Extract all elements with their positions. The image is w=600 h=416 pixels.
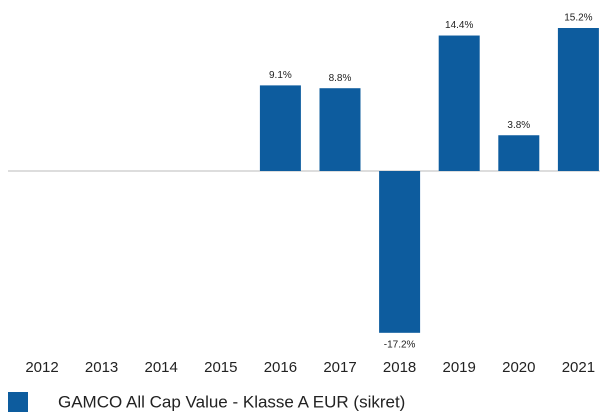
data-label: 9.1% xyxy=(269,70,292,81)
x-tick-label: 2015 xyxy=(204,359,237,376)
x-tick-label: 2021 xyxy=(562,359,595,376)
data-label: 15.2% xyxy=(564,13,592,24)
bar xyxy=(379,171,421,333)
data-label: 14.4% xyxy=(445,20,473,31)
bar xyxy=(438,35,480,171)
x-tick-label: 2018 xyxy=(383,359,416,376)
bar xyxy=(498,135,540,171)
data-label: 8.8% xyxy=(329,73,352,84)
legend-label: GAMCO All Cap Value - Klasse A EUR (sikr… xyxy=(58,392,405,411)
bar xyxy=(557,28,599,171)
x-tick-label: 2016 xyxy=(264,359,297,376)
data-label: -17.2% xyxy=(384,339,416,350)
legend-swatch xyxy=(8,392,28,412)
x-tick-label: 2017 xyxy=(323,359,356,376)
data-label: 3.8% xyxy=(507,120,530,131)
x-tick-label: 2020 xyxy=(502,359,535,376)
x-tick-label: 2014 xyxy=(145,359,178,376)
x-tick-label: 2013 xyxy=(85,359,118,376)
bar xyxy=(319,88,361,171)
bar xyxy=(259,85,301,171)
x-tick-label: 2019 xyxy=(443,359,476,376)
x-tick-label: 2012 xyxy=(25,359,58,376)
